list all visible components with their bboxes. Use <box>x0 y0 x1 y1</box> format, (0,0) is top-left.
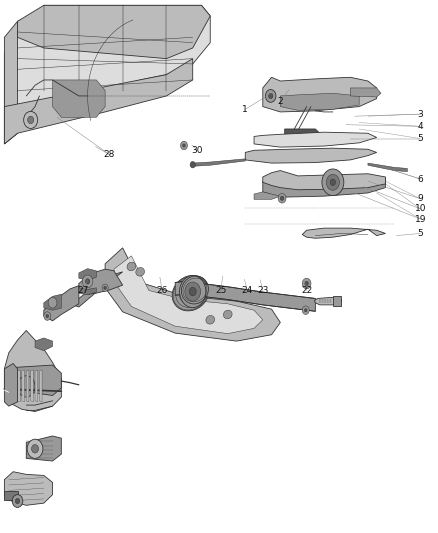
Text: 27: 27 <box>78 286 89 295</box>
Circle shape <box>302 278 311 289</box>
Circle shape <box>330 179 336 185</box>
Polygon shape <box>4 59 193 144</box>
Text: 22: 22 <box>301 286 312 295</box>
Circle shape <box>32 445 39 453</box>
Ellipse shape <box>136 268 145 276</box>
Polygon shape <box>39 370 42 402</box>
Polygon shape <box>175 281 315 311</box>
Text: 6: 6 <box>417 175 424 183</box>
Circle shape <box>180 276 206 308</box>
Polygon shape <box>4 472 53 505</box>
Circle shape <box>12 495 23 507</box>
Polygon shape <box>79 288 96 295</box>
Circle shape <box>322 169 344 196</box>
Circle shape <box>183 144 185 147</box>
Circle shape <box>44 312 51 320</box>
Circle shape <box>15 498 20 504</box>
Polygon shape <box>254 192 280 199</box>
Polygon shape <box>245 148 377 163</box>
Polygon shape <box>263 171 385 190</box>
Polygon shape <box>4 364 18 406</box>
Polygon shape <box>350 88 381 97</box>
Polygon shape <box>9 365 61 395</box>
Polygon shape <box>105 248 280 341</box>
Circle shape <box>18 376 35 397</box>
Polygon shape <box>302 228 385 238</box>
Circle shape <box>48 297 57 308</box>
Ellipse shape <box>223 310 232 319</box>
Text: 10: 10 <box>415 205 426 213</box>
Polygon shape <box>263 175 385 197</box>
Polygon shape <box>114 256 263 334</box>
Polygon shape <box>254 132 377 147</box>
Polygon shape <box>18 5 210 59</box>
Text: 1: 1 <box>242 105 248 114</box>
Text: 28: 28 <box>104 150 115 159</box>
Polygon shape <box>314 297 342 305</box>
Text: 3: 3 <box>417 110 424 118</box>
Polygon shape <box>35 338 53 351</box>
Text: 19: 19 <box>415 215 426 223</box>
Circle shape <box>46 314 49 318</box>
Polygon shape <box>44 294 61 310</box>
Polygon shape <box>13 370 16 402</box>
Circle shape <box>278 193 286 203</box>
Polygon shape <box>79 269 123 294</box>
Circle shape <box>85 279 90 284</box>
Polygon shape <box>368 163 407 172</box>
Text: 25: 25 <box>215 286 227 295</box>
Text: 26: 26 <box>156 286 168 295</box>
Polygon shape <box>333 296 341 306</box>
Polygon shape <box>26 436 61 461</box>
Polygon shape <box>22 370 25 402</box>
Polygon shape <box>35 370 38 402</box>
Circle shape <box>82 275 93 288</box>
Circle shape <box>185 282 201 301</box>
Circle shape <box>280 196 284 200</box>
Circle shape <box>265 90 276 102</box>
Text: 4: 4 <box>418 122 423 131</box>
Polygon shape <box>285 129 320 138</box>
Circle shape <box>326 174 339 190</box>
Text: 30: 30 <box>191 146 203 155</box>
Polygon shape <box>4 491 18 500</box>
Circle shape <box>24 111 38 128</box>
Text: 5: 5 <box>417 134 424 143</box>
Polygon shape <box>79 269 96 280</box>
Polygon shape <box>280 93 359 110</box>
Circle shape <box>302 306 309 314</box>
Text: 23: 23 <box>257 286 268 295</box>
Circle shape <box>180 141 187 150</box>
Polygon shape <box>4 330 61 411</box>
Polygon shape <box>263 77 377 112</box>
Circle shape <box>28 116 34 124</box>
Polygon shape <box>4 5 210 144</box>
Text: 24: 24 <box>242 286 253 295</box>
Polygon shape <box>31 370 33 402</box>
Polygon shape <box>9 370 11 402</box>
Circle shape <box>102 284 108 292</box>
Circle shape <box>189 287 196 296</box>
Polygon shape <box>18 370 20 402</box>
Circle shape <box>305 281 308 286</box>
Circle shape <box>304 309 307 312</box>
Ellipse shape <box>206 316 215 324</box>
Text: 9: 9 <box>417 195 424 203</box>
Polygon shape <box>4 21 18 144</box>
Circle shape <box>190 161 195 168</box>
Ellipse shape <box>127 262 136 271</box>
Polygon shape <box>53 80 105 117</box>
Polygon shape <box>26 370 29 402</box>
Circle shape <box>27 439 43 458</box>
Polygon shape <box>193 159 245 166</box>
Ellipse shape <box>172 276 209 311</box>
Circle shape <box>268 93 273 99</box>
Text: 5: 5 <box>417 229 424 238</box>
Polygon shape <box>44 286 79 321</box>
Polygon shape <box>70 272 123 307</box>
Circle shape <box>104 286 106 289</box>
Text: 2: 2 <box>278 97 283 106</box>
